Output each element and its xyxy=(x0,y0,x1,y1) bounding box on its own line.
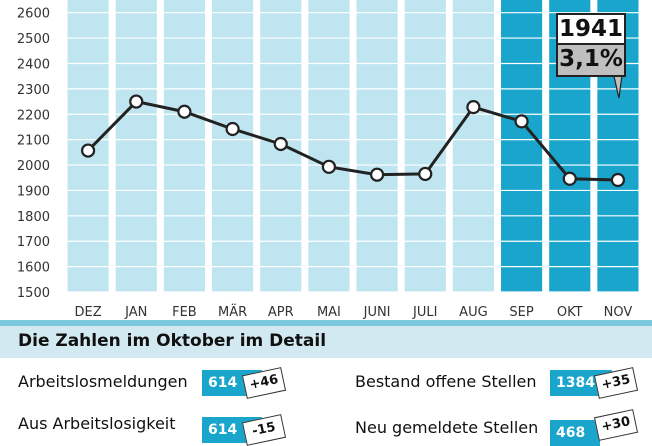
point-juli xyxy=(418,166,433,182)
detail-title: Die Zahlen im Oktober im Detail xyxy=(18,331,327,351)
bar-feb xyxy=(163,0,205,292)
point-dez xyxy=(80,143,96,158)
point-mär xyxy=(225,121,240,137)
bar-juni xyxy=(356,0,398,292)
bar-aug xyxy=(452,0,494,292)
stat-label-bestand-offene-stellen: Bestand offene Stellen xyxy=(355,372,537,391)
point-apr xyxy=(273,136,288,152)
detail-header: Die Zahlen im Oktober im Detail xyxy=(0,326,652,358)
y-tick-2400: 2400 xyxy=(17,57,50,72)
bar-juli xyxy=(404,0,446,292)
callout-value: 1941 xyxy=(556,13,626,45)
y-tick-2300: 2300 xyxy=(17,83,50,98)
line-chart: 1500 1600 1700 1800 1900 2000 2100 2200 2300 2400… xyxy=(16,0,639,320)
chart-area: 1500 1600 1700 1800 1900 2000 2100 2200 2300 2400… xyxy=(16,0,639,320)
x-tick-nov: NOV xyxy=(604,305,633,320)
x-tick-okt: OKT xyxy=(557,305,583,320)
x-tick-feb: FEB xyxy=(172,305,197,320)
y-tick-2500: 2500 xyxy=(17,32,50,47)
y-tick-1800: 1800 xyxy=(17,210,50,225)
x-tick-sep: SEP xyxy=(509,305,533,320)
stat-label-neu-gemeldete-stellen: Neu gemeldete Stellen xyxy=(355,418,539,437)
x-tick-mai: MAI xyxy=(317,305,341,320)
section-divider xyxy=(0,320,652,326)
y-tick-1600: 1600 xyxy=(17,261,50,276)
point-mai xyxy=(321,159,337,174)
x-tick-dez: DEZ xyxy=(75,305,102,320)
point-sep xyxy=(514,114,529,129)
y-tick-2000: 2000 xyxy=(17,159,50,174)
value-callout: 1941 3,1% xyxy=(556,13,626,77)
stat-label-aus-arbeitslosigkeit: Aus Arbeitslosigkeit xyxy=(18,414,176,433)
callout-percent: 3,1% xyxy=(556,45,626,77)
bar-sep xyxy=(501,0,543,292)
stat-label-arbeitslosmeldungen: Arbeitslosmeldungen xyxy=(18,372,188,391)
y-tick-2200: 2200 xyxy=(17,108,50,123)
y-tick-2100: 2100 xyxy=(17,134,50,149)
series-line xyxy=(87,99,618,182)
x-tick-juni: JUNI xyxy=(363,305,391,320)
y-tick-1700: 1700 xyxy=(17,235,50,250)
y-tick-1500: 1500 xyxy=(17,286,50,301)
x-tick-juli: JULI xyxy=(412,305,437,320)
x-tick-aug: AUG xyxy=(459,305,487,320)
stat-delta-neu-gemeldete-stellen: +30 xyxy=(593,409,639,441)
point-jan xyxy=(129,94,144,109)
y-tick-1900: 1900 xyxy=(17,184,50,199)
x-tick-mär: MÄR xyxy=(218,304,247,320)
x-tick-jan: JAN xyxy=(124,305,147,320)
point-okt xyxy=(562,171,577,186)
bar-jan xyxy=(115,0,157,292)
point-juni xyxy=(369,167,385,182)
bar-mai xyxy=(308,0,350,292)
stat-value-neu-gemeldete-stellen: 468 xyxy=(550,420,600,446)
y-tick-2600: 2600 xyxy=(17,7,50,22)
bar-mär xyxy=(212,0,254,292)
point-aug xyxy=(466,100,481,115)
x-tick-apr: APR xyxy=(268,305,294,320)
point-nov xyxy=(610,172,626,188)
point-feb xyxy=(177,104,192,119)
